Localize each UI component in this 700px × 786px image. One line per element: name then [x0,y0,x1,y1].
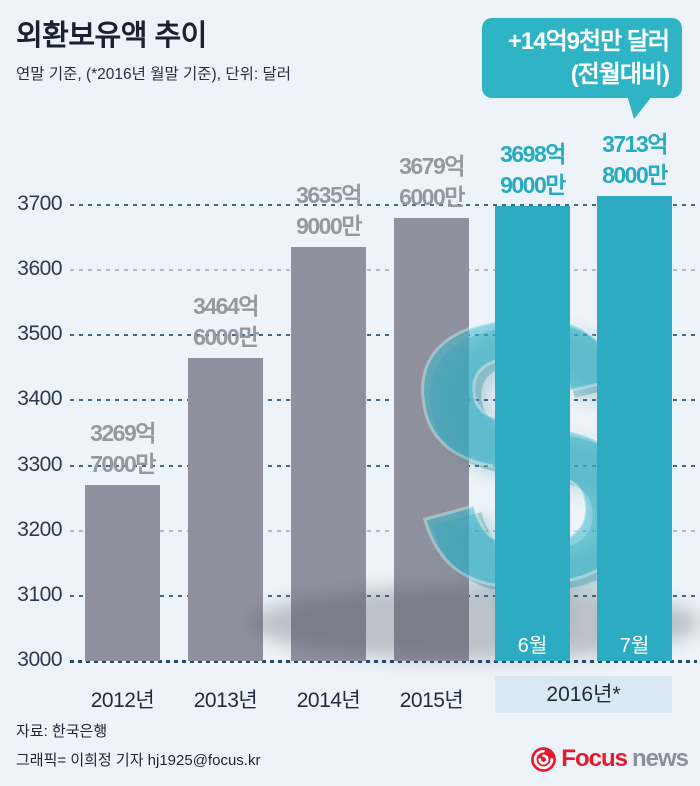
bar-2013년 [188,358,263,661]
credit-text: 그래픽= 이희정 기자 hj1925@focus.kr [16,752,261,769]
bar-value-label-2016년 7월: 3713억 8000만 [560,129,700,191]
chart-subtitle: 연말 기준, (*2016년 월말 기준), 단위: 달러 [16,66,291,83]
gridline-3000 [70,660,697,663]
bar-2015년 [394,218,469,661]
focus-news-logo: Focus news [530,745,689,773]
x-axis-label-2012년: 2012년 [90,689,155,712]
y-tick-label-3300: 3300 [17,452,62,476]
y-tick-label-3500: 3500 [17,322,62,346]
y-tick-label-3600: 3600 [17,257,62,281]
month-label-7월: 7월 [619,635,650,657]
bar-2016년 7월 [597,196,672,661]
page-title: 외환보유액 추이 [16,20,207,52]
x-group-band-2016: 2016년* [495,676,672,713]
gridline-3400 [70,399,697,402]
bar-value-label-2014년: 3635억 9000만 [254,180,404,242]
gridline-3300 [70,464,697,467]
value-line2: 7000만 [90,451,156,478]
callout-bubble: +14억9천만 달러 (전월대비) [482,18,682,98]
value-line1: 3635억 [296,181,362,208]
focus-swirl-icon [530,746,557,773]
y-tick-label-3100: 3100 [17,582,62,606]
y-tick-label-3700: 3700 [17,192,62,215]
callout-line2: (전월대비) [570,61,670,88]
bar-2012년 [85,485,160,661]
gridline-3100 [70,594,697,597]
bar-value-label-2016년 6월: 3698억 9000만 [458,139,608,201]
value-line2: 9000만 [296,212,362,239]
value-line2: 6000만 [399,184,465,211]
x-axis-label-2013년: 2013년 [193,689,258,712]
gridline-3600 [70,269,697,272]
logo-text-focus: Focus [561,745,628,772]
bar-2016년 6월 [495,205,570,661]
value-line1: 3679억 [399,153,465,180]
value-line1: 3713억 [602,131,668,157]
value-line2: 8000만 [602,162,668,188]
value-line1: 3464억 [193,293,259,320]
logo-text-news: news [631,745,689,772]
gridline-3700 [70,204,697,206]
value-line1: 3698억 [500,140,566,167]
y-tick-label-3000: 3000 [17,648,62,671]
y-tick-label-3400: 3400 [17,387,62,411]
source-text: 자료: 한국은행 [16,723,108,740]
gridline-3500 [70,334,697,337]
value-line2: 9000만 [500,171,566,198]
bar-value-label-2012년: 3269억 7000만 [48,418,198,480]
y-tick-label-3200: 3200 [17,517,62,541]
callout-line1: +14억9천만 달러 [507,28,670,55]
x-axis-label-2015년: 2015년 [399,689,464,712]
month-label-6월: 6월 [517,635,548,657]
bar-value-label-2015년: 3679억 6000만 [357,151,507,213]
value-line2: 6000만 [193,324,259,351]
bar-value-label-2013년: 3464억 6000만 [151,291,301,353]
callout-tail [627,95,653,119]
value-line1: 3269억 [90,420,156,447]
bar-2014년 [291,246,366,661]
x-axis-label-2014년: 2014년 [296,689,361,712]
gridline-3200 [70,529,697,532]
